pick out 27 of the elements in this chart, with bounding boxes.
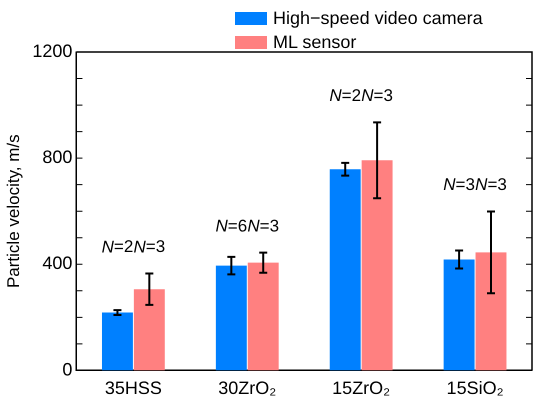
bar (134, 289, 165, 370)
y-tick-label: 0 (62, 359, 72, 380)
legend-label: ML sensor (273, 31, 356, 54)
bar (248, 262, 279, 370)
bar (444, 259, 475, 370)
y-axis-title: Particle velocity, m/s (4, 134, 23, 288)
x-tick-label: 15SiO₂ (446, 378, 504, 398)
bar (330, 169, 361, 370)
bar (476, 252, 506, 370)
annotation: N=3 (361, 86, 393, 106)
bar (102, 312, 133, 370)
y-tick-label: 800 (42, 147, 72, 168)
annotation: N=2 (329, 86, 362, 106)
annotation: N=2 (102, 237, 134, 256)
y-tick-label: 1200 (32, 40, 72, 61)
x-tick-label: 15ZrO₂ (332, 378, 390, 398)
annotation: N=3 (475, 175, 507, 194)
annotation: N=3 (443, 175, 475, 194)
x-tick-label: 35HSS (104, 378, 162, 398)
bar (362, 160, 393, 370)
legend-label: High−speed video camera (273, 7, 483, 30)
y-tick-label: 400 (42, 253, 72, 274)
bar (216, 266, 247, 370)
x-tick-label: 30ZrO₂ (218, 378, 276, 398)
annotation: N=3 (134, 237, 166, 256)
annotation: N=3 (247, 216, 280, 236)
annotation: N=6 (216, 216, 248, 236)
